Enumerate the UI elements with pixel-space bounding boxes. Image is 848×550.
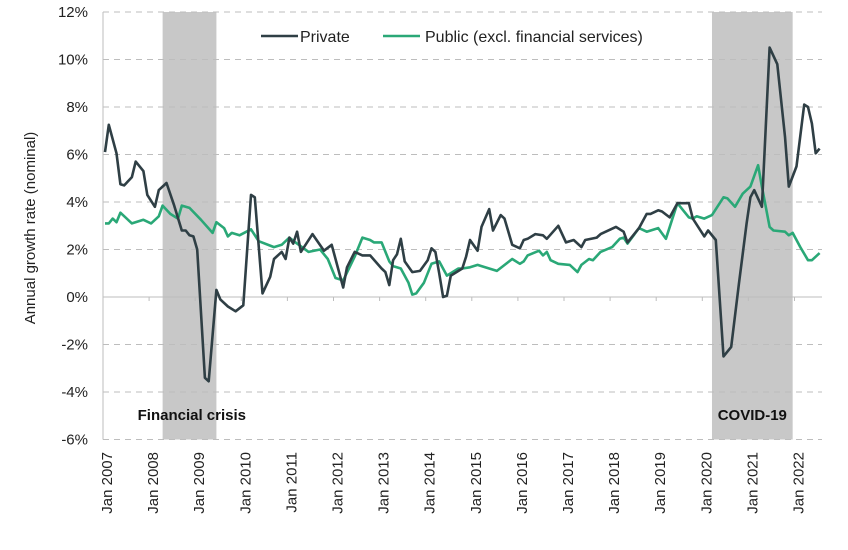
x-tick-label: Jan 2012 bbox=[330, 452, 347, 514]
legend-label: Public (excl. financial services) bbox=[425, 29, 643, 46]
x-tick-label: Jan 2013 bbox=[376, 452, 393, 514]
x-tick-label: Jan 2008 bbox=[145, 452, 162, 514]
y-tick-label: 6% bbox=[66, 147, 88, 164]
legend-label: Private bbox=[300, 29, 350, 46]
x-tick-label: Jan 2018 bbox=[606, 452, 623, 514]
x-tick-label: Jan 2014 bbox=[422, 452, 439, 514]
y-axis-title: Annual growth rate (nominal) bbox=[22, 132, 39, 325]
x-tick-label: Jan 2021 bbox=[744, 452, 761, 514]
series-line bbox=[103, 46, 821, 383]
y-tick-label: -6% bbox=[61, 432, 88, 449]
y-tick-label: 10% bbox=[58, 52, 88, 69]
shaded-period bbox=[711, 12, 793, 440]
shaded-period-label: COVID-19 bbox=[718, 407, 787, 424]
x-tick-label: Jan 2020 bbox=[698, 452, 715, 514]
x-tick-label: Jan 2015 bbox=[468, 452, 485, 514]
shaded-period-label: Financial crisis bbox=[138, 407, 246, 424]
x-tick-label: Jan 2019 bbox=[652, 452, 669, 514]
y-tick-label: 12% bbox=[58, 4, 88, 21]
y-tick-label: 8% bbox=[66, 99, 88, 116]
x-tick-label: Jan 2009 bbox=[191, 452, 208, 514]
x-tick-label: Jan 2017 bbox=[560, 452, 577, 514]
y-tick-label: -4% bbox=[61, 384, 88, 401]
x-tick-label: Jan 2022 bbox=[791, 452, 808, 514]
x-tick-label: Jan 2010 bbox=[237, 452, 254, 514]
y-tick-label: 4% bbox=[66, 194, 88, 211]
x-tick-label: Jan 2007 bbox=[99, 452, 116, 514]
y-tick-label: 2% bbox=[66, 242, 88, 259]
y-tick-label: -2% bbox=[61, 337, 88, 354]
x-tick-label: Jan 2011 bbox=[283, 452, 300, 513]
x-tick-label: Jan 2016 bbox=[514, 452, 531, 514]
y-tick-label: 0% bbox=[66, 289, 88, 306]
series-line bbox=[105, 163, 821, 296]
